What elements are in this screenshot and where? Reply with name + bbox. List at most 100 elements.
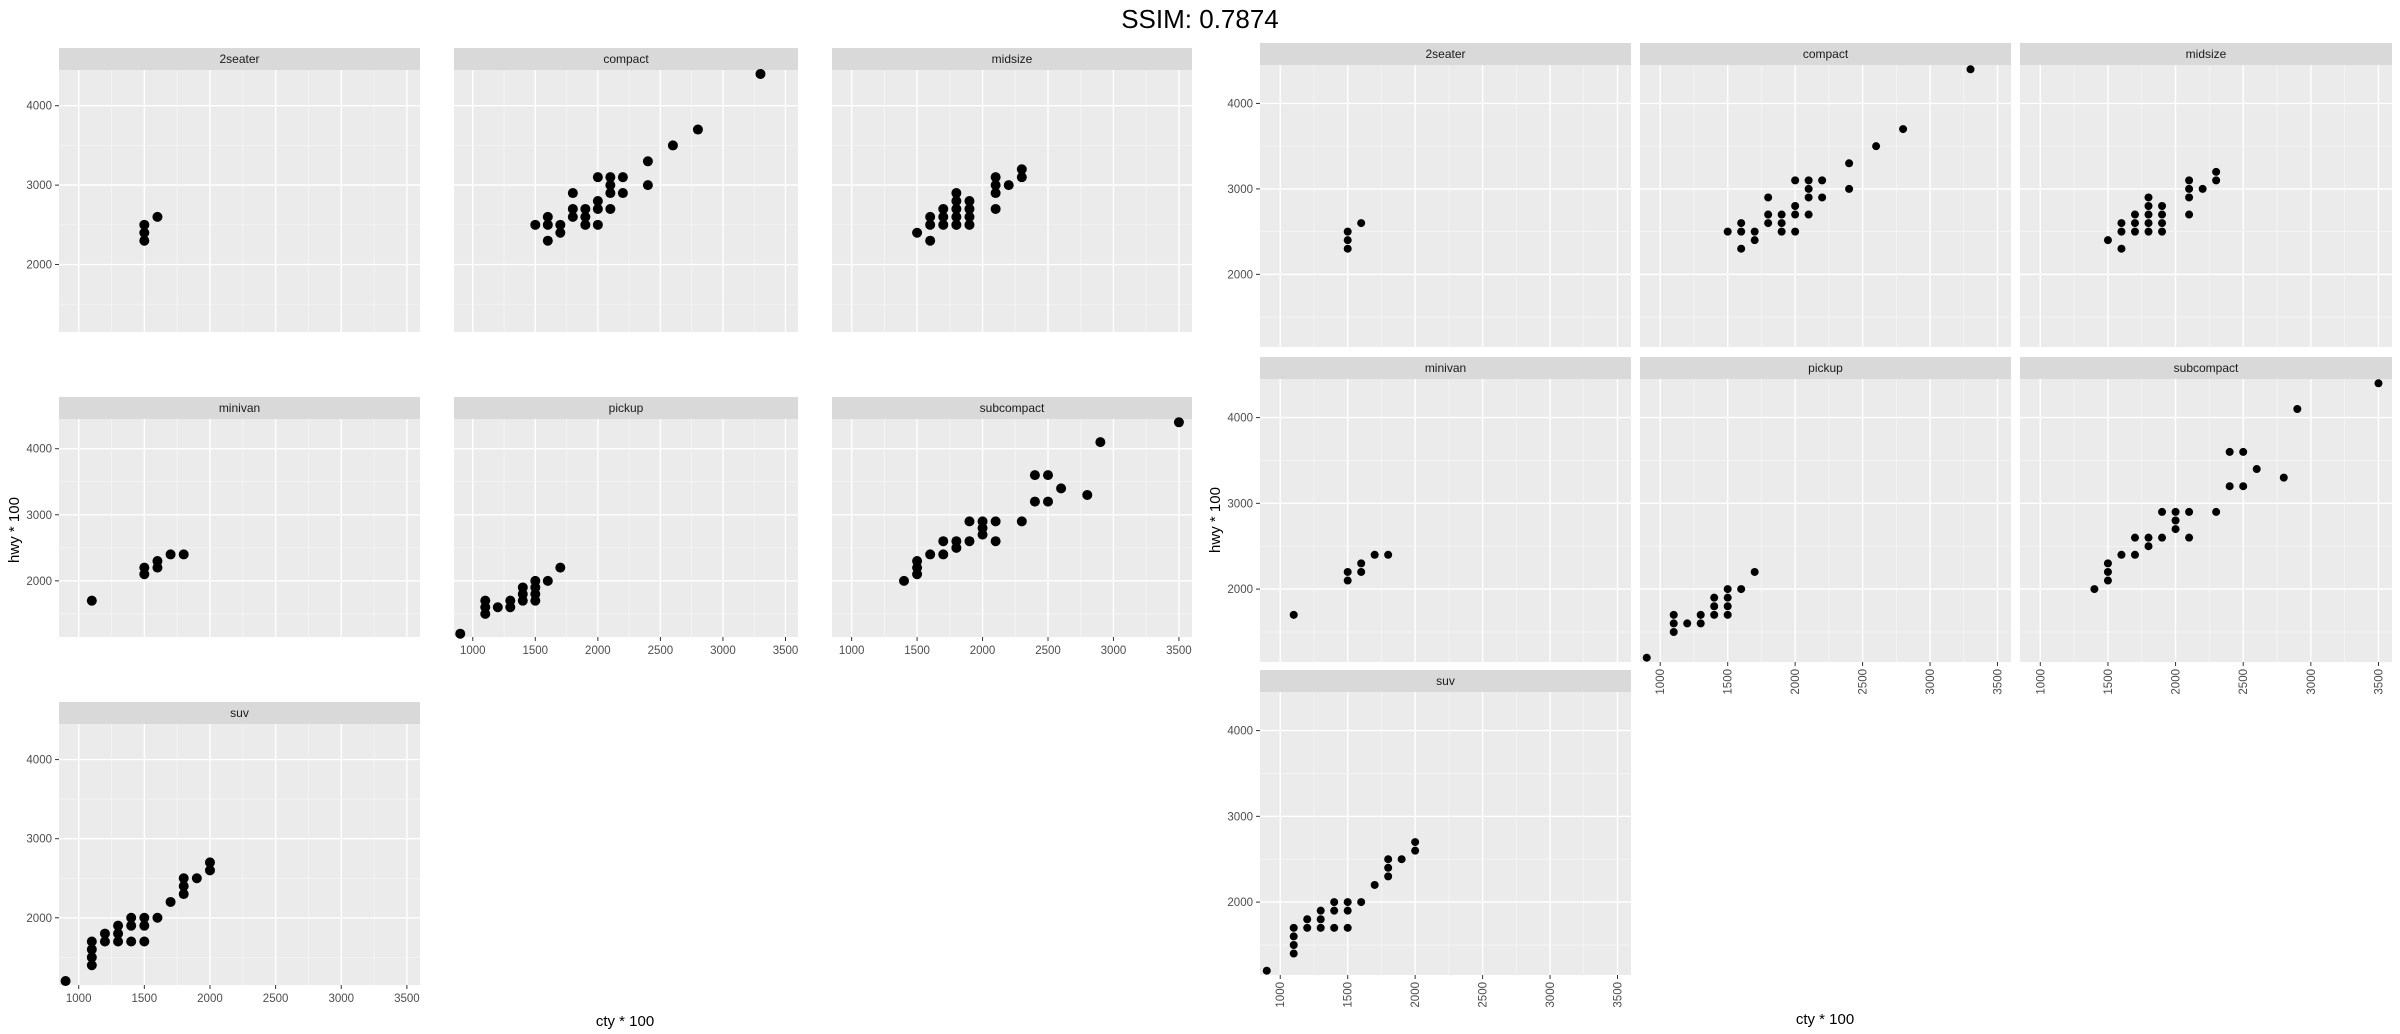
facet-panel-midsize: midsize: [2020, 43, 2392, 347]
data-point: [1316, 923, 1325, 932]
data-point: [530, 575, 541, 586]
data-point: [1316, 906, 1325, 915]
data-point: [1411, 838, 1420, 847]
y-tick-label: 2000: [26, 576, 52, 588]
x-tick-label: 2500: [1858, 669, 1870, 695]
facet-strip-label: suv: [1436, 674, 1455, 688]
facet-panel-suv: suv 2000 3000 4000 1000 1500 2000 2500 3000 3500: [1227, 670, 1631, 1008]
data-point: [2130, 533, 2139, 542]
data-point: [1343, 236, 1352, 245]
data-point: [1173, 417, 1184, 428]
data-point: [1330, 923, 1339, 932]
data-point: [1710, 593, 1719, 602]
data-point: [1343, 244, 1352, 253]
data-point: [925, 549, 936, 560]
data-point: [139, 936, 150, 947]
data-point: [1764, 219, 1773, 228]
data-point: [1289, 923, 1298, 932]
x-tick-label: 2000: [1790, 669, 1802, 695]
x-tick-label: 3500: [2373, 669, 2385, 695]
data-point: [990, 203, 1001, 214]
data-point: [1289, 610, 1298, 619]
data-point: [1384, 855, 1393, 864]
y-tick-label: 2000: [1227, 269, 1253, 281]
data-point: [555, 562, 566, 573]
data-point: [152, 556, 163, 567]
data-point: [139, 219, 150, 230]
data-point: [2158, 202, 2167, 210]
x-tick-label: 2500: [1035, 645, 1061, 657]
data-point: [1289, 940, 1298, 949]
data-point: [1343, 567, 1352, 576]
data-point: [567, 203, 578, 214]
data-point: [2158, 507, 2167, 516]
panel-background: [454, 70, 798, 332]
x-tick-label: 1000: [460, 645, 486, 657]
data-point: [964, 203, 975, 214]
x-tick-label: 3000: [2306, 669, 2318, 695]
facet-strip: [59, 397, 420, 419]
facet-strip-label: subcompact: [980, 401, 1045, 415]
x-tick-label: 1500: [1343, 982, 1355, 1008]
facet-strip: [59, 702, 420, 724]
data-point: [1016, 164, 1027, 175]
panel-background: [1640, 379, 2011, 662]
data-point: [139, 920, 150, 931]
x-tick-label: 3500: [1993, 669, 2005, 695]
x-tick-label: 1000: [1655, 669, 1667, 695]
data-point: [1370, 550, 1379, 559]
data-point: [2158, 219, 2167, 228]
y-tick-label: 4000: [26, 101, 52, 113]
facet-strip-label: subcompact: [2174, 361, 2239, 375]
facet-strip: [454, 48, 798, 70]
x-tick-label: 3000: [1101, 645, 1127, 657]
data-point: [1316, 915, 1325, 924]
facet-strip: [832, 397, 1192, 419]
data-point: [951, 211, 962, 222]
data-point: [2185, 176, 2194, 185]
data-point: [642, 156, 653, 167]
data-point: [951, 188, 962, 199]
facet-strip-label: suv: [230, 706, 249, 720]
data-point: [2144, 227, 2153, 236]
data-point: [964, 536, 975, 547]
panel-background: [59, 419, 420, 637]
y-tick-label: 2000: [26, 913, 52, 925]
facet-strip: [59, 48, 420, 70]
data-point: [2130, 219, 2139, 228]
data-point: [2144, 202, 2153, 210]
data-point: [605, 180, 616, 191]
data-point: [86, 960, 97, 971]
data-point: [977, 516, 988, 527]
data-point: [1029, 470, 1040, 481]
data-point: [139, 227, 150, 238]
data-point: [530, 219, 541, 230]
data-point: [1343, 227, 1352, 236]
data-point: [990, 536, 1001, 547]
data-point: [1791, 227, 1800, 236]
data-point: [2117, 227, 2126, 236]
data-point: [542, 219, 553, 230]
data-point: [580, 219, 591, 230]
data-point: [1791, 202, 1800, 210]
data-point: [592, 196, 603, 206]
data-point: [1723, 610, 1732, 619]
data-point: [1791, 210, 1800, 219]
facet-strip: [1640, 43, 2011, 65]
data-point: [925, 235, 936, 246]
data-point: [951, 196, 962, 206]
data-point: [1804, 210, 1813, 219]
data-point: [964, 516, 975, 527]
y-tick-label: 2000: [1227, 897, 1253, 909]
data-point: [990, 188, 1001, 199]
facet-panel-2seater: 2seater 2000 3000 4000: [1227, 43, 1631, 347]
data-point: [178, 889, 189, 900]
data-point: [2374, 379, 2383, 388]
data-point: [1289, 949, 1298, 958]
data-point: [191, 873, 202, 884]
data-point: [2171, 525, 2180, 534]
panel-background: [454, 419, 798, 637]
data-point: [178, 549, 189, 560]
data-point: [480, 595, 491, 606]
